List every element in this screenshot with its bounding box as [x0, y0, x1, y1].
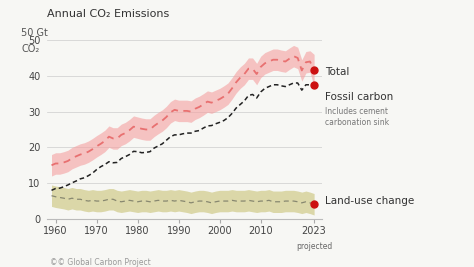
Text: CO₂: CO₂: [21, 44, 39, 54]
Text: Annual CO₂ Emissions: Annual CO₂ Emissions: [47, 9, 170, 19]
Text: projected: projected: [296, 242, 332, 251]
Text: Includes cement
carbonation sink: Includes cement carbonation sink: [325, 107, 389, 127]
Text: Fossil carbon: Fossil carbon: [325, 92, 393, 102]
Text: Land-use change: Land-use change: [325, 196, 414, 206]
Text: ©© Global Carbon Project: ©© Global Carbon Project: [50, 258, 151, 267]
Text: Total: Total: [325, 67, 349, 77]
Text: 50 Gt: 50 Gt: [21, 28, 48, 38]
